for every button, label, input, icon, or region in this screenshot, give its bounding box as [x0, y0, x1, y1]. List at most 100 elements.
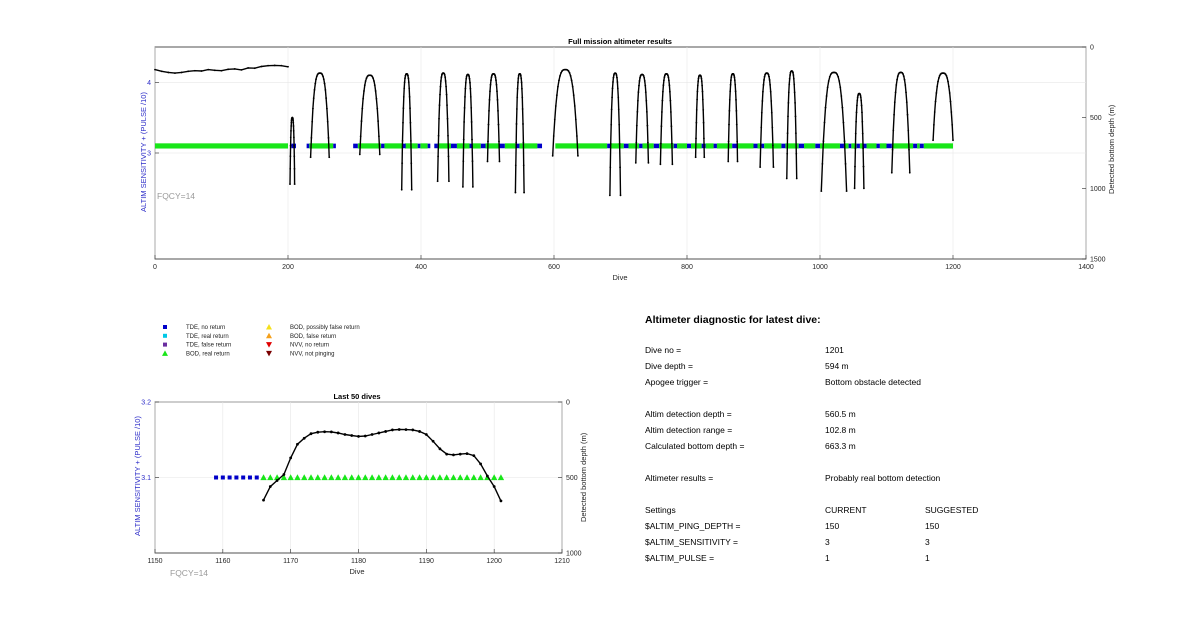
depth-point [855, 111, 858, 114]
depth-point [322, 75, 324, 78]
depth-point [275, 479, 279, 482]
depth-point [645, 110, 648, 113]
depth-point [612, 81, 614, 83]
tde-no-return-band [732, 143, 737, 149]
y-left-tick-label: 3.2 [141, 400, 151, 407]
bod-real-return-band [757, 143, 762, 149]
depth-point [404, 428, 408, 432]
depth-point [844, 162, 847, 165]
bod-real-return-band [677, 143, 687, 149]
depth-point [439, 85, 442, 88]
depth-point [947, 85, 950, 88]
depth-point [520, 81, 523, 84]
depth-point [312, 97, 315, 99]
depth-point [557, 85, 559, 88]
x-tick-label: 1200 [945, 264, 961, 271]
setting-suggested: 1 [925, 553, 930, 563]
tde-no-return-marker [214, 475, 219, 480]
depth-point [468, 77, 471, 80]
depth-point [350, 434, 354, 437]
depth-point [787, 115, 789, 118]
bod-real-return-band [420, 143, 428, 149]
depth-point [289, 167, 292, 170]
depth-point [843, 140, 846, 143]
depth-point [697, 80, 700, 83]
depth-point [670, 125, 673, 128]
depth-point [402, 107, 405, 110]
depth-point [465, 77, 468, 80]
bod-real-return-band [357, 143, 382, 149]
depth-point [618, 142, 621, 145]
depth-point [323, 82, 326, 85]
depth-point [861, 132, 864, 135]
depth-point [768, 79, 771, 81]
depth-point [646, 124, 649, 127]
depth-point [321, 73, 324, 76]
depth-point [470, 121, 473, 123]
depth-point [639, 76, 641, 79]
depth-point [617, 108, 620, 111]
setting-current: 3 [825, 537, 830, 547]
depth-point [523, 191, 525, 194]
depth-point [862, 147, 865, 150]
bod-real-return-marker [457, 474, 464, 481]
depth-point [560, 71, 562, 74]
depth-point [703, 137, 705, 140]
depth-point [401, 140, 404, 142]
depth-point [458, 452, 462, 456]
legend-label: NVV, no return [290, 343, 329, 349]
setting-row: $ALTIM_SENSITIVITY = 3 3 [645, 534, 1085, 550]
depth-point [789, 74, 791, 76]
legend-label: BOD, false return [290, 334, 336, 340]
depth-point [559, 74, 561, 77]
settings-header-row: Settings CURRENT SUGGESTED [645, 502, 1085, 518]
depth-point [609, 166, 612, 169]
depth-point [359, 135, 362, 138]
depth-point [487, 123, 490, 126]
depth-point [795, 177, 798, 180]
tde-no-return-marker [247, 475, 252, 480]
depth-point [759, 166, 762, 169]
depth-point [440, 80, 442, 82]
legend-label: TDE, false return [186, 343, 231, 349]
depth-point [471, 186, 474, 188]
suggested-label: SUGGESTED [925, 505, 979, 515]
bod-real-return-marker [409, 474, 416, 481]
depth-point [636, 110, 639, 113]
x-tick-label: 1210 [554, 558, 570, 565]
bod-real-return-band [917, 143, 920, 149]
tde-no-return-band [839, 143, 844, 149]
bod-real-return-marker [321, 474, 328, 481]
depth-point [638, 80, 641, 82]
depth-point [893, 101, 896, 104]
depth-point [314, 82, 317, 85]
depth-point [729, 83, 732, 86]
depth-point [289, 456, 293, 460]
bottom-chart-title: Last 50 dives [333, 392, 380, 401]
depth-point [894, 91, 897, 94]
depth-point [697, 77, 700, 80]
bod-real-return-band [472, 143, 481, 149]
depth-point [824, 106, 827, 109]
depth-point [663, 76, 666, 79]
depth-point [280, 64, 283, 67]
depth-point [836, 73, 839, 76]
tde-no-return-band [381, 143, 385, 149]
depth-point [262, 498, 265, 502]
depth-point [908, 148, 910, 151]
depth-point [769, 83, 772, 86]
depth-point [644, 91, 647, 93]
bod-real-return-marker [328, 474, 335, 481]
depth-point [736, 140, 739, 143]
depth-point [572, 94, 575, 97]
depth-point [795, 152, 798, 155]
bod-real-return-marker [314, 474, 321, 481]
apogee-trigger-label: Apogee trigger = [645, 377, 709, 387]
depth-point [519, 74, 522, 77]
depth-point [370, 433, 374, 436]
depth-point [411, 428, 415, 432]
tde-no-return-band [402, 143, 406, 149]
depth-point [498, 140, 500, 143]
depth-point [730, 76, 733, 78]
depth-point [896, 75, 899, 78]
